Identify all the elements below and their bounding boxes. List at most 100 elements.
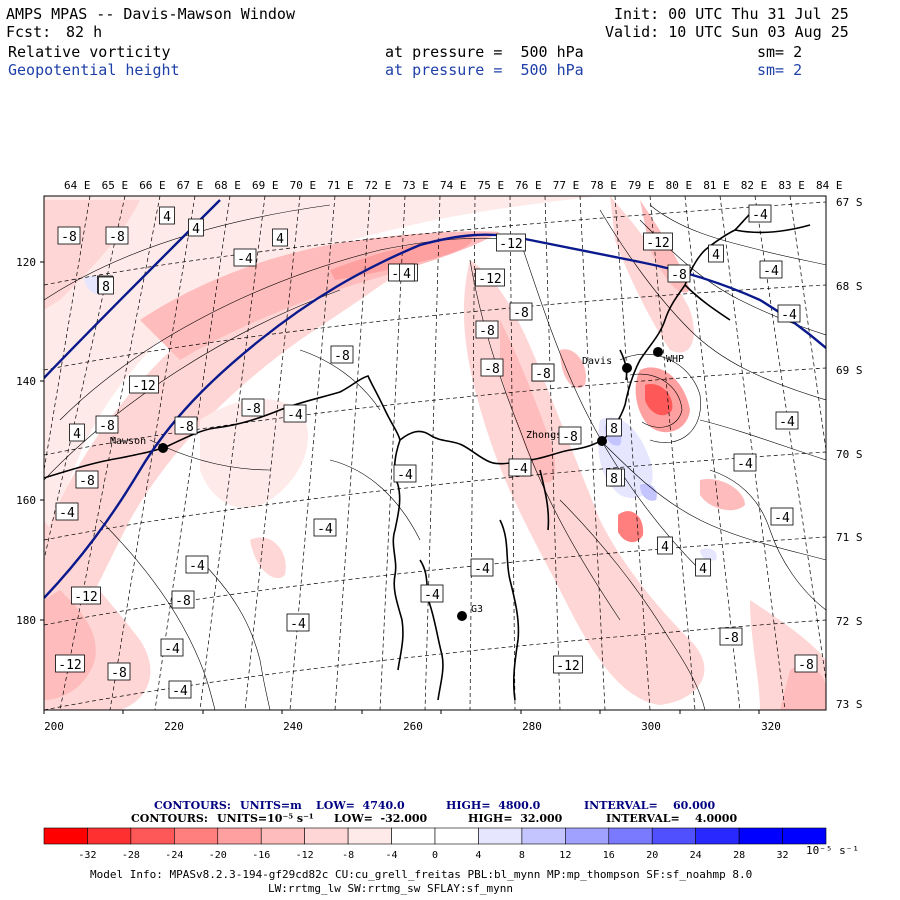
contour-label: 4	[661, 540, 669, 555]
top-lon-label: 66 E	[139, 179, 166, 192]
forecast-label: Fcst:	[6, 23, 52, 41]
contour-label: -8	[484, 362, 500, 377]
colorbar-tick-label: 20	[646, 850, 658, 861]
contours-line2-high: HIGH= 32.000	[468, 812, 563, 825]
contour-label: -4	[774, 511, 790, 526]
top-lon-label: 67 E	[177, 179, 204, 192]
top-lon-label: 78 E	[590, 179, 617, 192]
contour-label: -4	[397, 468, 413, 483]
colorbar: -32 -28 -24 -20 -16 -12 -8 -4 0 4 8 12 16 20 24 28 32	[43, 827, 827, 861]
colorbar-tick-label: -20	[209, 850, 227, 861]
field2-level: at pressure = 500 hPa	[385, 61, 584, 79]
model-info-line1: Model Info: MPASv8.2.3-194-gf29cd82c CU:…	[90, 868, 753, 881]
contours-line2-low: LOW= -32.000	[334, 812, 428, 825]
contour-label-box	[643, 232, 673, 251]
station-markers: Mawson Davis WHP Zhongshan G3	[110, 347, 684, 621]
axis-ticks	[40, 261, 760, 714]
colorbar-swatch	[87, 827, 132, 845]
station-dot-davis	[622, 363, 632, 373]
contour-label-box	[733, 453, 757, 472]
contour-label: -4	[474, 562, 490, 577]
contour-label: -4	[763, 264, 779, 279]
colorbar-tick-label: -32	[78, 850, 96, 861]
top-lon-label: 65 E	[102, 179, 129, 192]
contour-label: -4	[779, 415, 795, 430]
contour-label-box	[330, 345, 354, 364]
contour-label-box	[57, 226, 81, 245]
contour-label: -12	[646, 236, 669, 251]
contour-label-box	[174, 416, 198, 435]
colorbar-tick-label: 32	[777, 850, 789, 861]
station-dot-mawson	[158, 443, 168, 453]
contour-label: -4	[189, 559, 205, 574]
colorbar-tick-label: 28	[733, 850, 745, 861]
contour-label: -8	[723, 631, 739, 646]
left-y-label: 160	[16, 494, 36, 507]
contour-label-box	[770, 507, 794, 526]
contour-label: -4	[752, 208, 768, 223]
contour-label: -4	[317, 522, 333, 537]
contours-line1-low: LOW= 4740.0	[316, 799, 405, 812]
contour-label: -8	[798, 658, 814, 673]
contour-label: -8	[245, 402, 261, 417]
contour-label: -4	[59, 506, 75, 521]
colorbar-tick-label: 4	[475, 850, 481, 861]
contour-label-box	[107, 662, 131, 681]
colorbar-swatch	[217, 827, 262, 845]
right-lat-label: 71 S	[836, 531, 863, 544]
colorbar-swatch	[304, 827, 349, 845]
top-lon-label: 71 E	[327, 179, 354, 192]
top-lon-label: 83 E	[778, 179, 805, 192]
station-dot-zhongshan	[597, 436, 607, 446]
top-lon-label: 77 E	[553, 179, 580, 192]
colorbar-tick-label: 12	[559, 850, 571, 861]
colorbar-swatch	[608, 827, 653, 845]
valid-time: Valid: 10 UTC Sun 03 Aug 25	[605, 23, 849, 41]
colorbar-tick-label: 24	[690, 850, 702, 861]
station-dot-g3	[457, 611, 467, 621]
top-lon-label: 69 E	[252, 179, 279, 192]
contour-label-box	[160, 638, 184, 657]
contours-line2-units: UNITS=10⁻⁵ s⁻¹	[217, 812, 314, 825]
vorticity-contours	[44, 204, 826, 710]
station-label-zhongshan: Zhongshan	[526, 430, 580, 441]
top-lon-label: 82 E	[741, 179, 768, 192]
contour-label-box	[283, 404, 307, 423]
contour-label: -8	[175, 594, 191, 609]
contour-label-box	[233, 248, 257, 267]
colorbar-tick-label: 0	[432, 850, 438, 861]
contour-label: 4	[192, 222, 200, 237]
contour-label-box	[420, 584, 444, 603]
contour-label-box	[399, 263, 415, 282]
contour-label-box	[241, 398, 265, 417]
contour-label: -12	[74, 590, 97, 605]
contour-label: 4	[712, 248, 720, 263]
contour-label-box	[69, 423, 85, 442]
contour-label-box	[95, 415, 119, 434]
contour-label: -8	[562, 430, 578, 445]
bottom-x-label: 300	[641, 720, 661, 733]
contour-label: 4	[163, 210, 171, 225]
contours-line2-interval: INTERVAL= 4.0000	[606, 812, 738, 825]
coastline	[44, 204, 811, 701]
bottom-x-label: 200	[44, 720, 64, 733]
top-lon-label: 64 E	[64, 179, 91, 192]
contour-label: 4	[73, 427, 81, 442]
contour-label-box	[509, 302, 533, 321]
field1-name: Relative vorticity	[8, 43, 171, 61]
contour-label: 8	[610, 422, 618, 437]
contour-label-box	[667, 264, 691, 283]
contour-label: -8	[513, 306, 529, 321]
contour-label-box	[496, 233, 526, 252]
left-y-label: 140	[16, 375, 36, 388]
colorbar-tick-label: -4	[386, 850, 398, 861]
left-y-label: 120	[16, 256, 36, 269]
contour-label-box	[508, 458, 532, 477]
contour-label-box	[708, 244, 724, 263]
contour-label: -8	[671, 268, 687, 283]
contour-label-box	[393, 464, 417, 483]
station-label-mawson: Mawson	[110, 436, 146, 447]
contour-label-box	[475, 320, 499, 339]
right-lat-label: 72 S	[836, 615, 863, 628]
